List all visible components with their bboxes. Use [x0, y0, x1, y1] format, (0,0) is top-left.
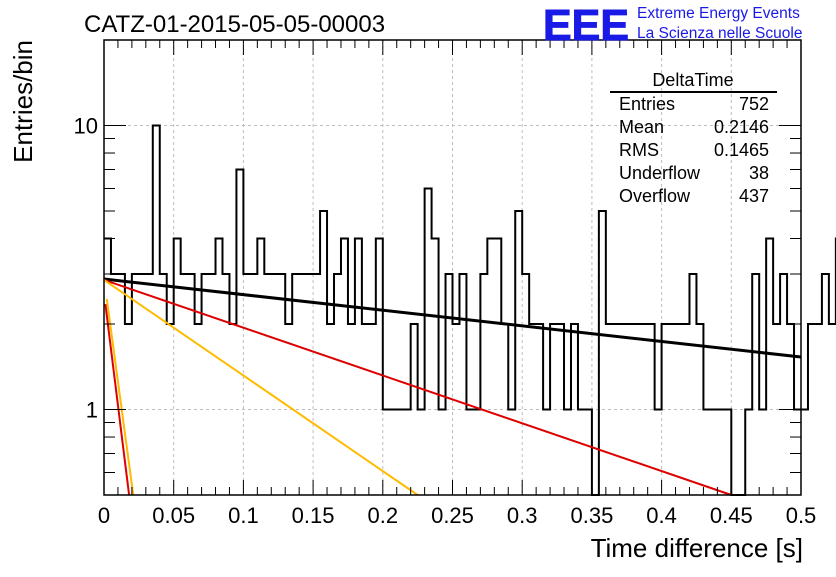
x-tick-label: 0.2 [368, 503, 399, 528]
x-tick-label: 0.15 [292, 503, 335, 528]
y-tick-label: 1 [86, 398, 98, 423]
stats-value: 752 [739, 94, 769, 114]
stats-value: 0.2146 [714, 117, 769, 137]
eee-logo: EEE [543, 1, 629, 50]
stats-row-entries: Entries 752 [619, 94, 769, 114]
x-tick-label: 0.05 [152, 503, 195, 528]
stats-row-rms: RMS 0.1465 [619, 140, 769, 160]
fit-line [103, 279, 419, 496]
y-tick-labels: 1 10 [74, 113, 98, 422]
brand-line-2: La Scienza nelle Scuole [637, 25, 802, 42]
fit-line [103, 278, 732, 496]
x-tick-label: 0.1 [228, 503, 259, 528]
x-tick-labels: 0 0.05 0.1 0.15 0.2 0.25 0.3 0.35 0.4 0.45 0.5 [98, 503, 816, 528]
stats-label: Mean [619, 117, 664, 137]
fit-line [103, 277, 802, 359]
fit-lines [103, 277, 802, 496]
y-tick-label: 10 [74, 113, 98, 138]
fit-line [104, 303, 131, 496]
stats-row-overflow: Overflow 437 [619, 186, 769, 206]
x-tick-label: 0.5 [786, 503, 817, 528]
stats-row-mean: Mean 0.2146 [619, 117, 769, 137]
fit-line [105, 298, 135, 496]
stats-value: 38 [749, 163, 769, 183]
histogram-bars [104, 124, 836, 496]
stats-label: Overflow [619, 186, 691, 206]
stats-box: DeltaTime Entries 752 Mean 0.2146 RMS 0.… [610, 70, 777, 206]
brand-logo: EEE Extreme Energy Events La Scienza nel… [543, 1, 803, 51]
x-axis-label: Time difference [s] [591, 533, 803, 563]
x-tick-label: 0 [98, 503, 110, 528]
stats-label: Underflow [619, 163, 701, 183]
x-tick-label: 0.25 [431, 503, 474, 528]
stats-value: 0.1465 [714, 140, 769, 160]
stats-row-underflow: Underflow 38 [619, 163, 769, 183]
brand-line-1: Extreme Energy Events [637, 5, 800, 22]
histogram-outline [104, 124, 836, 496]
stats-label: RMS [619, 140, 659, 160]
x-tick-label: 0.4 [646, 503, 677, 528]
x-tick-label: 0.45 [710, 503, 753, 528]
y-axis-label: Entries/bin [8, 40, 38, 163]
x-tick-label: 0.3 [507, 503, 538, 528]
stats-label: Entries [619, 94, 675, 114]
grid-lines [104, 40, 801, 495]
stats-value: 437 [739, 186, 769, 206]
axis-ticks [103, 39, 802, 496]
x-tick-label: 0.35 [570, 503, 613, 528]
chart-title: CATZ-01-2015-05-05-00003 [84, 11, 385, 38]
stats-box-title: DeltaTime [652, 70, 733, 90]
